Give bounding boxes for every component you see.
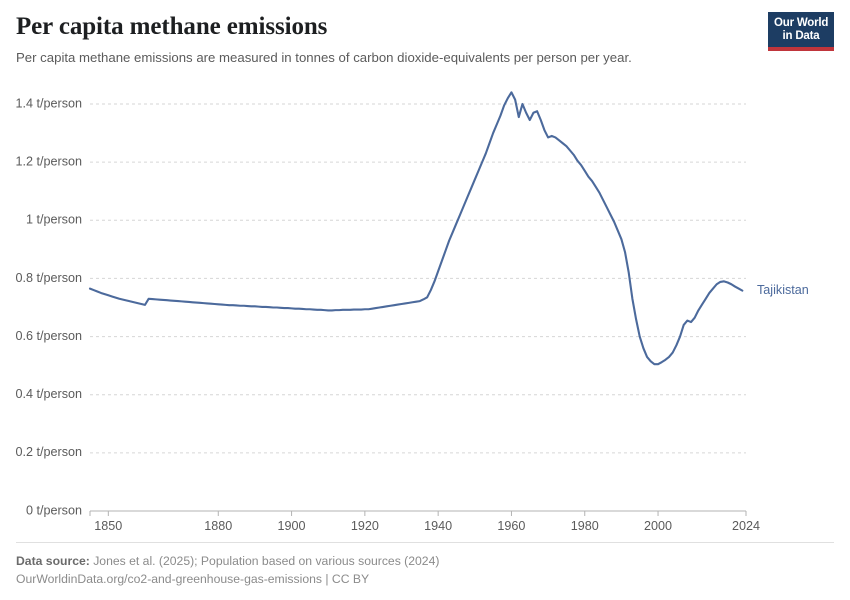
logo-line-1: Our World <box>774 17 829 29</box>
x-axis-tick-label: 2000 <box>644 519 672 533</box>
line-chart-svg[interactable]: 0 t/person 0.2 t/person 0.4 t/person 0.6 t/… <box>0 80 850 535</box>
y-axis-tick-label: 0.4 t/person <box>15 387 82 401</box>
logo-line-2: in Data <box>782 30 820 42</box>
chart-plot-area[interactable]: 0 t/person 0.2 t/person 0.4 t/person 0.6 t/… <box>0 80 850 535</box>
x-axis-tick-label: 1940 <box>424 519 452 533</box>
series-label-tajikistan[interactable]: Tajikistan <box>757 283 809 297</box>
y-axis-tick-label: 1.4 t/person <box>15 96 82 110</box>
y-axis-tick-label: 0.2 t/person <box>15 445 82 459</box>
x-axis-tick-labels: 1850 1880 1900 1920 1940 1960 1980 2000 2024 <box>94 519 760 533</box>
series-labels[interactable]: Tajikistan <box>757 283 809 297</box>
x-axis-tick-label: 1920 <box>351 519 379 533</box>
x-axis-tick-label: 2024 <box>732 519 760 533</box>
x-axis <box>89 510 747 516</box>
x-axis-tick-label: 1900 <box>278 519 306 533</box>
data-source-label: Data source: <box>16 554 90 568</box>
y-axis-tick-label: 0 t/person <box>26 503 82 517</box>
y-axis-tick-labels: 0 t/person 0.2 t/person 0.4 t/person 0.6 t/… <box>15 96 82 517</box>
gridlines <box>90 103 746 454</box>
x-axis-tick-label: 1960 <box>497 519 525 533</box>
data-series-lines[interactable] <box>88 91 744 366</box>
y-axis-tick-label: 0.8 t/person <box>15 271 82 285</box>
data-source-text: Jones et al. (2025); Population based on… <box>89 554 440 568</box>
series-line-tajikistan[interactable] <box>88 91 744 366</box>
chart-header: Per capita methane emissions Per capita … <box>16 12 834 66</box>
page-title: Per capita methane emissions <box>16 13 328 40</box>
y-axis-tick-label: 1 t/person <box>26 213 82 227</box>
license-line[interactable]: OurWorldinData.org/co2-and-greenhouse-ga… <box>16 572 370 586</box>
x-axis-tick-label: 1850 <box>94 519 122 533</box>
x-axis-tick-label: 1880 <box>204 519 232 533</box>
chart-subtitle: Per capita methane emissions are measure… <box>16 50 632 65</box>
chart-footer: Data source: Jones et al. (2025); Popula… <box>16 542 834 588</box>
y-axis-tick-label: 0.6 t/person <box>15 329 82 343</box>
y-axis-tick-label: 1.2 t/person <box>15 154 82 168</box>
data-source-line: Data source: Jones et al. (2025); Popula… <box>16 552 834 570</box>
our-world-in-data-logo[interactable]: Our World in Data <box>768 12 834 51</box>
x-axis-tick-label: 1980 <box>571 519 599 533</box>
